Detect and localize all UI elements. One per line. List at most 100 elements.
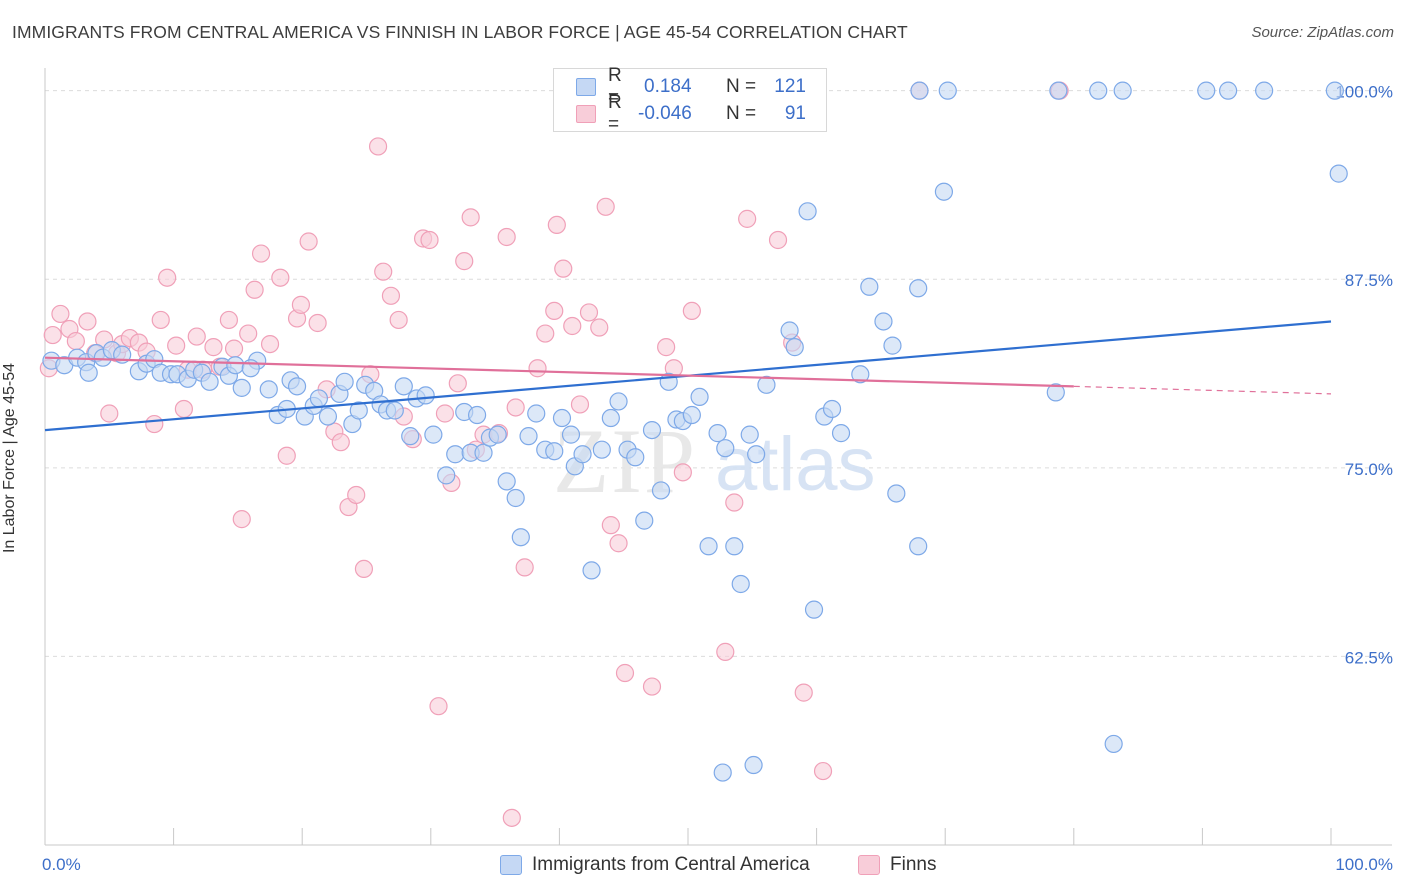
central-america-point-33 — [318, 407, 338, 426]
finns-point-72 — [590, 318, 609, 337]
central-america-point-88 — [757, 375, 776, 394]
central-america-point-114 — [1329, 164, 1348, 183]
finns-point-28 — [245, 280, 264, 299]
central-america-point-113 — [1325, 81, 1344, 100]
central-america-point-72 — [626, 448, 645, 467]
central-america-point-46 — [416, 386, 435, 405]
central-america-point-68 — [592, 440, 611, 459]
central-america-point-97 — [860, 277, 879, 296]
finns-point-1 — [43, 325, 62, 345]
legend-swatch-central-america — [576, 78, 596, 96]
central-america-point-115 — [713, 763, 732, 782]
central-america-point-109 — [1113, 81, 1132, 100]
central-america-point-117 — [910, 81, 929, 100]
finns-point-35 — [299, 232, 318, 251]
central-america-point-52 — [467, 405, 487, 425]
central-america-point-83 — [716, 439, 735, 458]
finns-point-30 — [260, 334, 280, 354]
central-america-point-110 — [1197, 81, 1216, 100]
central-america-point-60 — [527, 404, 546, 423]
finns-point-8 — [100, 404, 119, 423]
central-america-point-87 — [747, 445, 766, 464]
finns-point-16 — [158, 268, 177, 287]
bottom-legend-swatch-central-america — [500, 855, 522, 875]
finns-point-63 — [515, 558, 534, 577]
central-america-point-69 — [601, 408, 620, 428]
y-tick-label-3: 100.0% — [1335, 83, 1393, 102]
finns-point-41 — [347, 485, 366, 505]
finns-point-74 — [601, 516, 620, 535]
finns-point-71 — [579, 303, 599, 322]
central-america-point-91 — [798, 202, 817, 221]
central-america-point-58 — [511, 528, 530, 547]
finns-point-85 — [768, 230, 788, 250]
finns-point-39 — [331, 433, 350, 452]
central-america-point-59 — [519, 427, 538, 446]
central-america-point-70 — [609, 392, 628, 411]
bottom-legend-swatch-finns — [858, 855, 880, 875]
finns-point-56 — [455, 252, 474, 271]
central-america-point-100 — [887, 484, 906, 503]
finns-point-46 — [381, 286, 401, 305]
legend-row-finns: R = -0.046 N = 91 — [554, 92, 806, 135]
central-america-point-4 — [79, 363, 98, 382]
central-america-point-44 — [401, 427, 420, 446]
central-america-point-67 — [582, 561, 601, 580]
finns-point-83 — [725, 493, 744, 512]
finns-point-25 — [224, 339, 244, 358]
central-america-point-102 — [909, 537, 928, 556]
watermark-atlas: atlas — [715, 422, 876, 507]
central-america-point-75 — [651, 481, 671, 500]
central-america-point-106 — [1046, 383, 1065, 402]
central-america-point-85 — [731, 574, 750, 594]
finns-point-36 — [308, 313, 327, 333]
central-america-point-99 — [883, 336, 902, 355]
finns-point-47 — [389, 310, 408, 330]
finns-point-55 — [448, 374, 467, 393]
x-tick-labels: 0.0% 100.0% — [42, 855, 1393, 874]
finns-point-67 — [547, 215, 566, 235]
central-america-point-81 — [699, 537, 718, 556]
central-america-point-64 — [561, 425, 581, 444]
finns-point-27 — [239, 324, 258, 343]
central-america-point-116 — [744, 755, 763, 775]
finns-point-84 — [738, 209, 757, 228]
central-america-point-95 — [831, 424, 851, 443]
legend-r-value: -0.046 — [638, 103, 692, 124]
legend-row-central-america: R = 0.184 N = 121 — [554, 65, 806, 108]
y-axis-label-text: In Labor Force | Age 45-54 — [1, 362, 18, 554]
finns-point-31 — [271, 268, 290, 287]
finns-point-5 — [78, 312, 97, 331]
finns-point-76 — [615, 663, 635, 683]
finns-point-52 — [429, 697, 448, 716]
central-america-point-66 — [573, 445, 592, 464]
finns-point-57 — [461, 208, 480, 227]
bottom-legend-label-central-america: Immigrants from Central America — [532, 854, 810, 875]
central-america-point-37 — [349, 401, 368, 420]
legend-r-value: 0.184 — [644, 76, 692, 97]
central-america-point-43 — [394, 377, 413, 396]
central-america-point-47 — [424, 425, 443, 444]
bottom-legend-central-america: Immigrants from Central America — [500, 852, 810, 878]
y-tick-label-1: 75.0% — [1345, 460, 1393, 479]
finns-point-81 — [682, 301, 701, 321]
y-tick-label-2: 87.5% — [1345, 271, 1393, 290]
central-america-point-18 — [200, 372, 219, 391]
legend-n-value: 121 — [774, 76, 806, 97]
legend-r-label: R = — [608, 92, 622, 135]
finns-point-20 — [187, 327, 206, 346]
legend-n-value: 91 — [784, 103, 806, 124]
central-america-point-112 — [1255, 81, 1274, 100]
central-america-point-49 — [446, 445, 465, 464]
finns-point-18 — [174, 399, 193, 419]
legend-n-label: N = — [726, 76, 757, 97]
central-america-point-79 — [682, 405, 701, 425]
central-america-point-108 — [1104, 734, 1123, 754]
finns-point-15 — [151, 310, 170, 330]
central-america-point-29 — [287, 377, 307, 396]
central-america-point-96 — [851, 365, 870, 384]
finns-point-73 — [596, 197, 615, 216]
source-label: Source: ZipAtlas.com — [1251, 24, 1394, 41]
trend-line-finns-extension — [1073, 385, 1332, 395]
